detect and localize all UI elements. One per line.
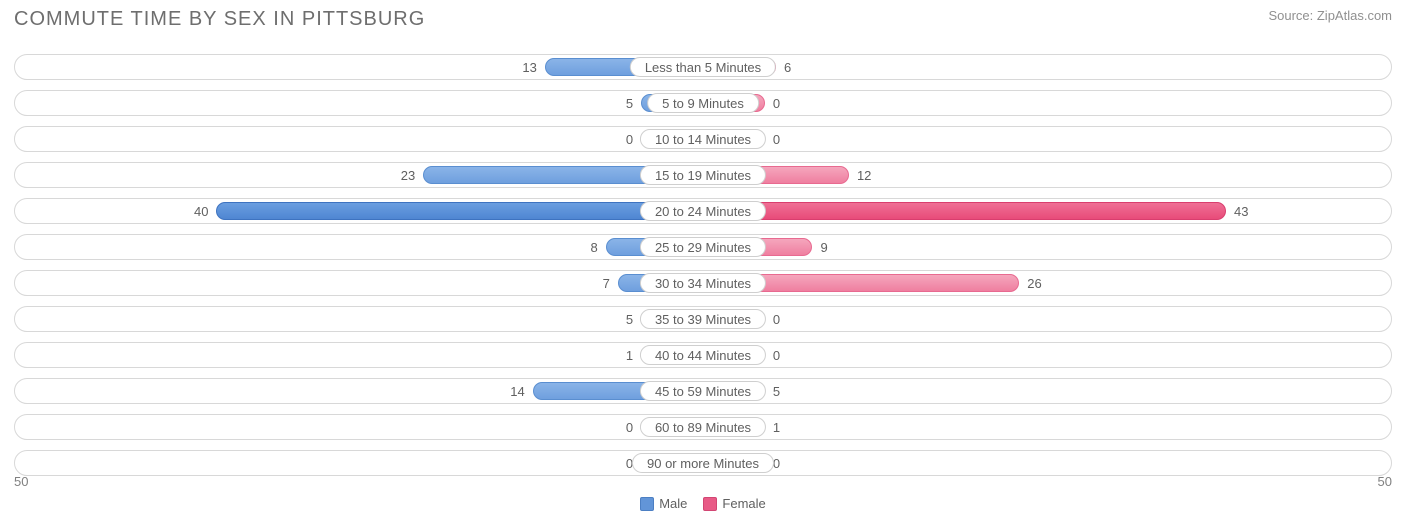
female-value: 43 [1234, 199, 1248, 223]
male-value: 40 [194, 199, 208, 223]
female-swatch-icon [703, 497, 717, 511]
male-value: 8 [590, 235, 597, 259]
male-value: 0 [626, 415, 633, 439]
chart-row: 1 0 40 to 44 Minutes [14, 342, 1392, 368]
legend-male: Male [640, 496, 687, 511]
chart-header: COMMUTE TIME BY SEX IN PITTSBURG Source:… [14, 8, 1392, 44]
male-value: 5 [626, 91, 633, 115]
chart-row: 14 5 45 to 59 Minutes [14, 378, 1392, 404]
chart-container: COMMUTE TIME BY SEX IN PITTSBURG Source:… [0, 0, 1406, 523]
row-category-label: 5 to 9 Minutes [647, 93, 759, 113]
row-category-label: 30 to 34 Minutes [640, 273, 766, 293]
row-category-label: 35 to 39 Minutes [640, 309, 766, 329]
chart-row: 13 6 Less than 5 Minutes [14, 54, 1392, 80]
chart-row: 7 26 30 to 34 Minutes [14, 270, 1392, 296]
row-category-label: 60 to 89 Minutes [640, 417, 766, 437]
male-value: 7 [603, 271, 610, 295]
axis-right-label: 50 [1378, 474, 1392, 489]
legend-female-label: Female [722, 496, 765, 511]
chart-row: 40 43 20 to 24 Minutes [14, 198, 1392, 224]
row-category-label: 40 to 44 Minutes [640, 345, 766, 365]
chart-row: 23 12 15 to 19 Minutes [14, 162, 1392, 188]
chart-row: 0 0 10 to 14 Minutes [14, 126, 1392, 152]
row-category-label: 20 to 24 Minutes [640, 201, 766, 221]
legend: Male Female [0, 496, 1406, 511]
row-category-label: 45 to 59 Minutes [640, 381, 766, 401]
female-value: 1 [773, 415, 780, 439]
female-bar [703, 202, 1226, 220]
chart-source: Source: ZipAtlas.com [1268, 8, 1392, 23]
chart-row: 5 0 5 to 9 Minutes [14, 90, 1392, 116]
male-value: 13 [522, 55, 536, 79]
chart-rows: 136Less than 5 Minutes505 to 9 Minutes00… [14, 54, 1392, 486]
male-value: 14 [510, 379, 524, 403]
row-category-label: Less than 5 Minutes [630, 57, 776, 77]
male-value: 23 [401, 163, 415, 187]
chart-row: 8 9 25 to 29 Minutes [14, 234, 1392, 260]
chart-row: 0090 or more Minutes [14, 450, 1392, 476]
female-value: 26 [1027, 271, 1041, 295]
female-value: 0 [773, 307, 780, 331]
female-value: 0 [773, 343, 780, 367]
chart-row: 5 0 35 to 39 Minutes [14, 306, 1392, 332]
row-category-label: 25 to 29 Minutes [640, 237, 766, 257]
x-axis: 50 50 [14, 474, 1392, 489]
male-value: 0 [626, 127, 633, 151]
female-value: 5 [773, 379, 780, 403]
male-value: 5 [626, 307, 633, 331]
legend-male-label: Male [659, 496, 687, 511]
female-value: 6 [784, 55, 791, 79]
chart-row: 0 1 60 to 89 Minutes [14, 414, 1392, 440]
male-swatch-icon [640, 497, 654, 511]
female-value: 9 [820, 235, 827, 259]
row-category-label: 10 to 14 Minutes [640, 129, 766, 149]
male-bar [216, 202, 703, 220]
female-value: 0 [773, 127, 780, 151]
legend-female: Female [703, 496, 765, 511]
male-value: 1 [626, 343, 633, 367]
row-category-label: 90 or more Minutes [632, 453, 774, 473]
row-category-label: 15 to 19 Minutes [640, 165, 766, 185]
axis-left-label: 50 [14, 474, 28, 489]
female-value: 0 [773, 91, 780, 115]
chart-title: COMMUTE TIME BY SEX IN PITTSBURG [14, 8, 425, 31]
female-value: 12 [857, 163, 871, 187]
